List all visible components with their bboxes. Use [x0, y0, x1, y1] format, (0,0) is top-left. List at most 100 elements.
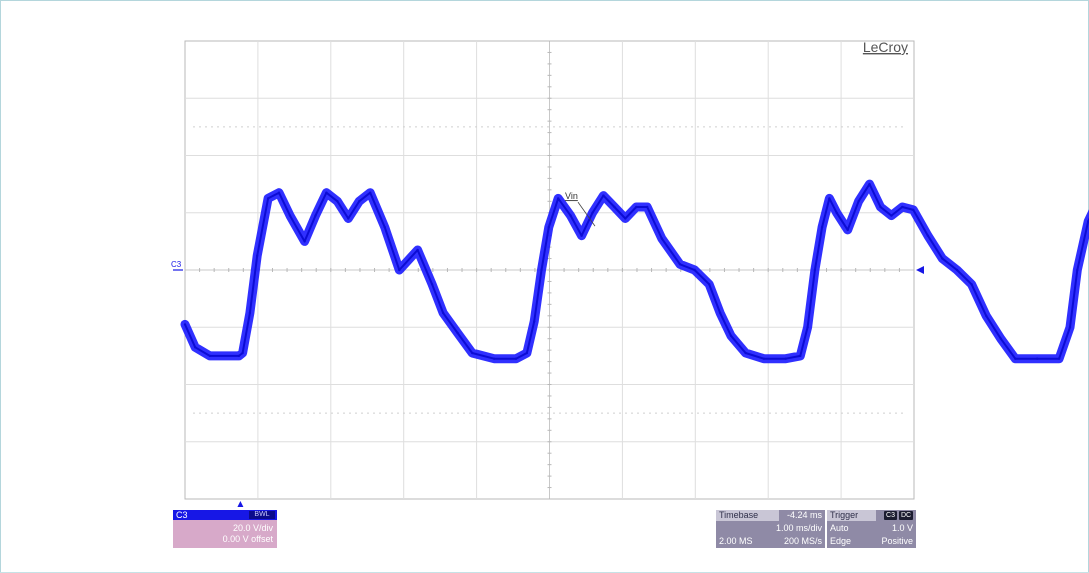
trace-point [955, 268, 959, 272]
sample-count: 2.00 MS [719, 536, 753, 546]
trace-point [901, 205, 904, 209]
trace-point [547, 225, 550, 229]
trace-point [820, 225, 824, 229]
trace-point [718, 311, 722, 315]
trace-point [693, 268, 696, 272]
trace-point [926, 234, 930, 237]
trace-point [303, 240, 306, 243]
trace-point [729, 334, 733, 337]
trace-point [237, 354, 241, 358]
trigger-level: 1.0 V [891, 523, 913, 533]
trace-point [970, 283, 973, 286]
trace-point [868, 182, 871, 186]
trace-point [1014, 357, 1017, 360]
trace-point [256, 254, 259, 257]
annotation-layer: Vin [565, 191, 596, 227]
trace-point [208, 354, 211, 358]
channel-settings: 20.0 V/div 0.00 V offset [173, 520, 277, 548]
channel-name: C3 [176, 510, 188, 520]
trigger-coupling-badge: DC [899, 511, 913, 520]
trace-point [813, 268, 817, 272]
trace-point [1036, 357, 1039, 360]
trace-point [857, 200, 860, 203]
trace-point [835, 211, 838, 214]
trace-point [799, 354, 802, 358]
trace-point [540, 268, 543, 272]
trace-point [416, 248, 419, 252]
trace-point [325, 191, 328, 194]
trace-point [890, 214, 893, 217]
trace-point [806, 326, 809, 329]
trace-point [533, 320, 536, 323]
annotation-vin: Vin [565, 191, 578, 201]
trigger-descriptor[interactable]: Trigger C3 DC Auto 1.0 V Edge Positive [827, 510, 916, 548]
trace-point [678, 263, 682, 266]
marker-layer: C3 [171, 260, 924, 507]
trigger-mode: Auto [830, 523, 849, 533]
trace-point [602, 194, 605, 197]
trace-point [999, 337, 1002, 340]
trace-point [1057, 357, 1061, 360]
trace-point [369, 191, 372, 194]
trace-point [569, 214, 572, 217]
trace-point [646, 205, 649, 209]
brand-logo: LeCroy [863, 39, 908, 55]
trace-point [314, 214, 317, 217]
trace-point [985, 314, 988, 317]
timebase-label: Timebase [716, 510, 779, 521]
trace-point [248, 311, 252, 315]
timebase-descriptor[interactable]: Timebase -4.24 ms 1.00 ms/div 2.00 MS 20… [716, 510, 825, 548]
trace-point [591, 211, 594, 214]
trace-point [471, 351, 474, 355]
trace-point [557, 197, 560, 200]
trace-point [525, 351, 529, 355]
volts-per-div: 20.0 V/div [232, 523, 273, 533]
trace-point [912, 208, 915, 212]
channel-offset: 0.00 V offset [222, 534, 273, 544]
trace-point [441, 311, 445, 315]
trace-point [941, 257, 944, 260]
trigger-type: Edge [830, 536, 852, 546]
trace-point [879, 205, 882, 209]
trigger-level-marker [916, 266, 924, 274]
trace-point [492, 357, 496, 360]
trace-point [1076, 268, 1079, 272]
trace-point [580, 234, 583, 237]
timebase-delay: -4.24 ms [786, 510, 822, 520]
trace-layer [180, 179, 1089, 364]
trace-point [398, 268, 401, 272]
trace-point [1068, 326, 1072, 329]
trace-point [347, 217, 350, 220]
trace-point [635, 205, 638, 209]
bandwidth-limit-tag: BWL [249, 511, 275, 519]
trace-point [744, 351, 747, 355]
trace-point [613, 205, 616, 209]
trace-point [708, 283, 711, 286]
channel-header: C3 BWL [173, 510, 277, 520]
trace-point [514, 357, 518, 360]
trace-point [277, 191, 281, 194]
sample-rate: 200 MS/s [783, 536, 822, 546]
time-per-div: 1.00 ms/div [775, 523, 822, 533]
trace-point [846, 228, 849, 232]
trace-point [784, 357, 787, 360]
trace-point [762, 357, 765, 360]
channel-ground-label: C3 [171, 260, 182, 269]
trace-point [828, 197, 831, 200]
trace-point [456, 331, 459, 335]
trigger-label: Trigger [827, 510, 876, 521]
trace-point [624, 217, 627, 220]
graticule [184, 40, 915, 500]
trigger-position-marker [237, 501, 244, 507]
trace-point [194, 346, 197, 349]
trace-point [288, 214, 292, 217]
trace-point [660, 237, 663, 240]
trace-point [183, 323, 187, 326]
channel-descriptor[interactable]: C3 BWL 20.0 V/div 0.00 V offset [173, 510, 277, 548]
trace-point [430, 283, 434, 286]
annotation-leader [577, 201, 596, 227]
trace-point [266, 197, 270, 200]
trace-point [336, 200, 339, 203]
trigger-source-badge: C3 [884, 511, 897, 520]
